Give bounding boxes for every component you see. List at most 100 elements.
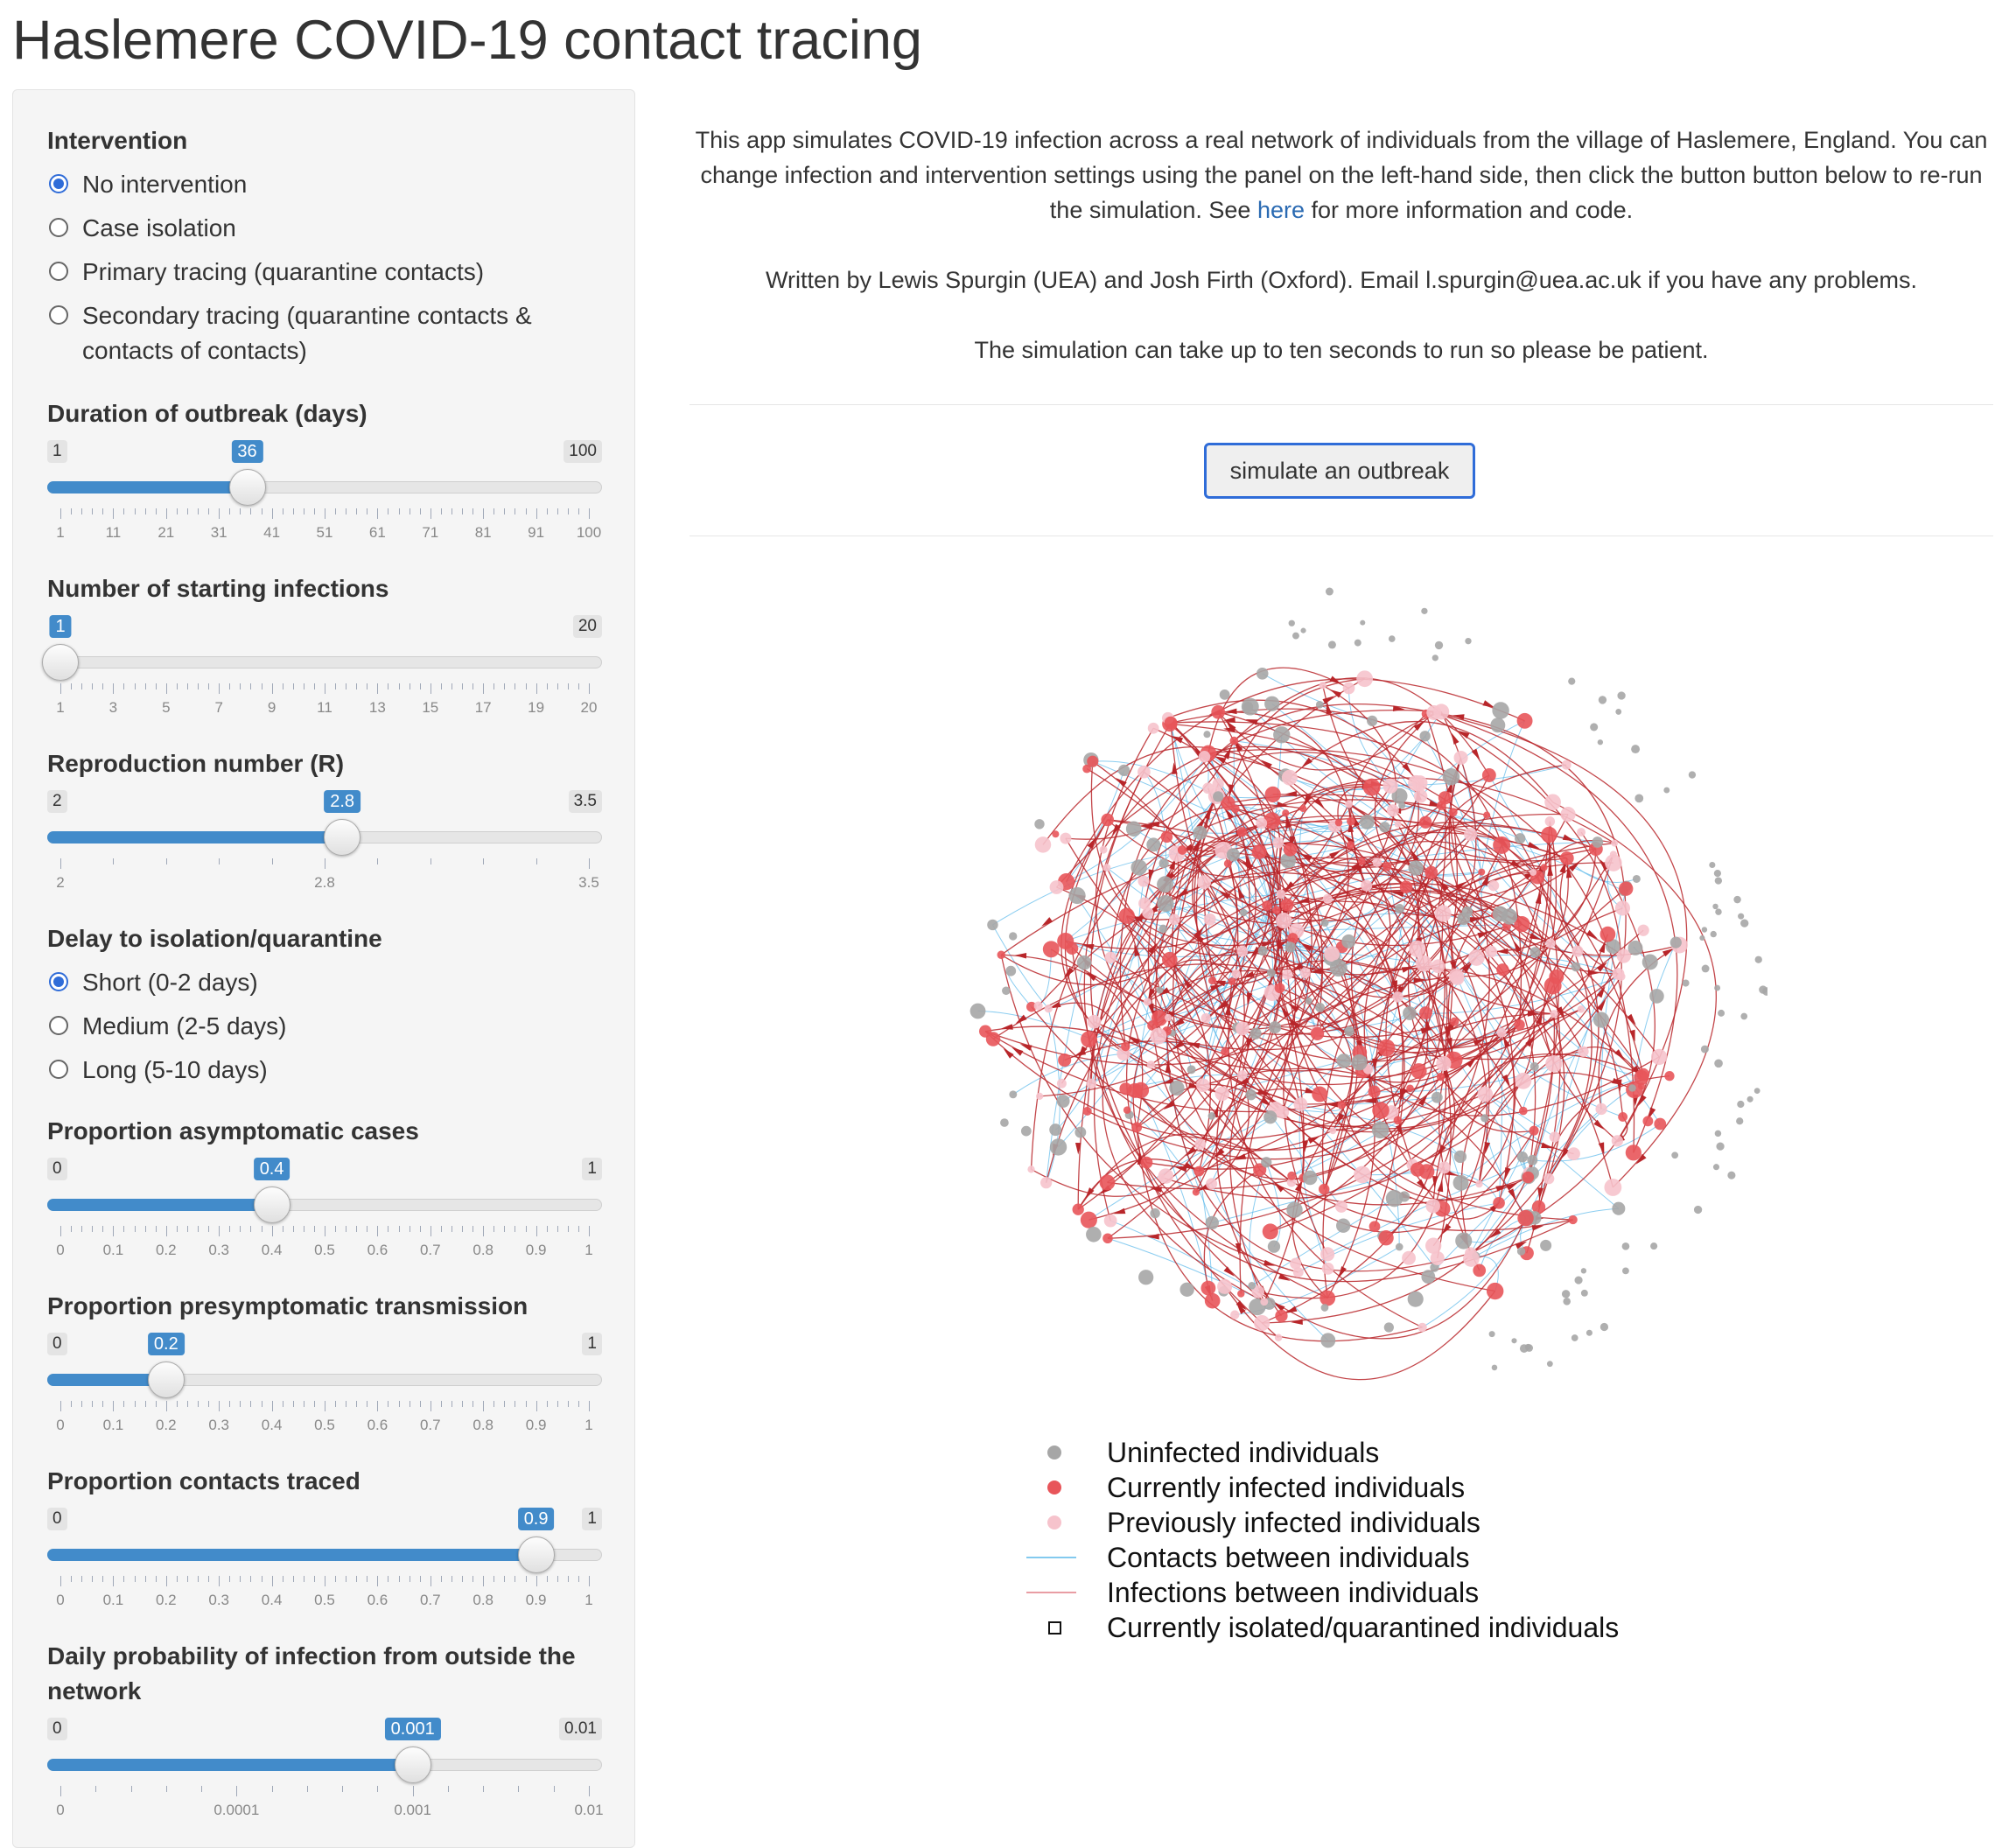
- slider-minor-tick: [102, 508, 104, 514]
- slider-minor-tick: [208, 508, 210, 514]
- slider-tick: [113, 1226, 115, 1236]
- slider-minor-tick: [335, 683, 337, 690]
- slider-tick: [483, 1401, 485, 1411]
- slider-minor-tick: [335, 1226, 337, 1232]
- slider-max-label: 1: [582, 1333, 602, 1355]
- slider-min-label: 0: [47, 1158, 67, 1180]
- slider-minor-tick: [229, 1576, 231, 1582]
- reproduction-slider[interactable]: 2 3.5 2.8 2 2.8 3.5: [47, 790, 602, 891]
- contacts-traced-slider[interactable]: 0 1 0.9 0 0.1 0.2 0.3 0.4 0.5 0.6 0.7 0.8 0.9 1: [47, 1508, 602, 1608]
- slider-minor-tick: [567, 508, 569, 514]
- radio-button-icon[interactable]: [49, 218, 68, 237]
- slider-minor-tick: [356, 508, 358, 514]
- radio-label: Secondary tracing (quarantine contacts &: [82, 302, 532, 329]
- slider-tick-label: 3.5: [578, 874, 599, 891]
- slider-minor-tick: [419, 508, 421, 514]
- slider-handle[interactable]: [253, 1186, 290, 1223]
- legend-label: Contacts between individuals: [1107, 1542, 1470, 1573]
- slider-minor-tick: [525, 1226, 527, 1232]
- red-dot-icon: [1047, 1480, 1061, 1494]
- slider-tick: [589, 1226, 590, 1236]
- slider-minor-tick: [81, 683, 83, 690]
- radio-button-icon[interactable]: [49, 305, 68, 325]
- slider-minor-tick: [155, 1576, 157, 1582]
- slider-tick: [536, 683, 537, 694]
- slider-tick: [219, 683, 220, 694]
- slider-handle[interactable]: [324, 819, 361, 856]
- slider-minor-tick: [483, 1786, 485, 1792]
- slider-minor-tick: [271, 1786, 273, 1792]
- slider-tick: [325, 1226, 326, 1236]
- slider-tick: [536, 1401, 537, 1411]
- radio-label: Primary tracing (quarantine contacts): [82, 258, 485, 285]
- slider-minor-tick: [282, 1576, 284, 1582]
- slider-fill: [47, 1199, 272, 1211]
- slider-handle[interactable]: [42, 644, 79, 681]
- slider-tick: [430, 1226, 431, 1236]
- duration-slider[interactable]: 1 100 36 1 11 21 31 41 51 61 71 81 91 100: [47, 440, 602, 541]
- slider-handle[interactable]: [228, 469, 266, 506]
- radio-delay-long[interactable]: Long (5-10 days): [47, 1053, 616, 1088]
- outside-infection-slider[interactable]: 0 0.01 0.001 0 0.0001 0.001 0.01: [47, 1718, 604, 1818]
- radio-delay-short[interactable]: Short (0-2 days): [47, 965, 616, 1000]
- slider-minor-tick: [155, 1401, 157, 1407]
- slider-tick-label: 9: [267, 699, 276, 716]
- slider-tick: [377, 683, 379, 694]
- slider-tick-label: 0.4: [261, 1242, 283, 1258]
- slider-tick: [271, 508, 273, 519]
- starting-infections-control: Number of starting infections 1201135791…: [42, 571, 616, 716]
- slider-tick-label: 0.5: [314, 1417, 335, 1433]
- slider-minor-tick: [377, 1786, 379, 1792]
- legend-item: Uninfected individuals: [1024, 1435, 1619, 1470]
- slider-handle[interactable]: [517, 1536, 555, 1573]
- slider-minor-tick: [504, 508, 506, 514]
- slider-tick-label: 7: [214, 699, 223, 716]
- slider-minor-tick: [440, 683, 442, 690]
- slider-minor-tick: [504, 1401, 506, 1407]
- slider-minor-tick: [398, 1401, 400, 1407]
- radio-button-icon[interactable]: [49, 972, 68, 991]
- slider-tick-label: 0.4: [261, 1417, 283, 1433]
- asymptomatic-control: Proportion asymptomatic cases 0 1 0.4 0 0.1 0…: [47, 1114, 616, 1258]
- intro-paragraph: This app simulates COVID-19 infection ac…: [695, 127, 1988, 223]
- radio-button-icon[interactable]: [49, 1016, 68, 1035]
- radio-label-continued: contacts of contacts): [82, 337, 307, 364]
- slider-minor-tick: [134, 1401, 136, 1407]
- slider-minor-tick: [186, 683, 188, 690]
- radio-case-isolation[interactable]: Case isolation: [47, 211, 616, 246]
- radio-primary-tracing[interactable]: Primary tracing (quarantine contacts): [47, 255, 616, 290]
- radio-secondary-tracing[interactable]: Secondary tracing (quarantine contacts &…: [47, 298, 616, 368]
- slider-tick: [430, 1401, 431, 1411]
- slider-minor-tick: [419, 1576, 421, 1582]
- slider-minor-tick: [419, 1226, 421, 1232]
- slider-fill: [47, 481, 248, 494]
- slider-handle[interactable]: [394, 1746, 431, 1783]
- starting-infections-slider[interactable]: 120113579111315171920: [42, 615, 602, 716]
- slider-minor-tick: [367, 683, 368, 690]
- slider-minor-tick: [440, 1226, 442, 1232]
- radio-button-icon[interactable]: [49, 262, 68, 281]
- slider-tick: [113, 1576, 115, 1586]
- slider-minor-tick: [123, 1226, 125, 1232]
- more-info-link[interactable]: here: [1256, 197, 1305, 223]
- radio-delay-medium[interactable]: Medium (2-5 days): [47, 1009, 616, 1044]
- radio-no-intervention[interactable]: No intervention: [47, 167, 616, 202]
- presymptomatic-slider[interactable]: 0 1 0.2 0 0.1 0.2 0.3 0.4 0.5 0.6 0.7 0.8 0.9 1: [47, 1333, 602, 1433]
- simulate-outbreak-button[interactable]: simulate an outbreak: [1204, 443, 1475, 499]
- slider-minor-tick: [546, 1226, 548, 1232]
- slider-ticks: [47, 508, 602, 521]
- radio-button-icon[interactable]: [49, 1060, 68, 1079]
- network-nodes: [970, 587, 1768, 1371]
- slider-minor-tick: [335, 508, 337, 514]
- slider-tick-label: 0.9: [525, 1242, 547, 1258]
- slider-handle[interactable]: [147, 1362, 185, 1398]
- slider-minor-tick: [356, 1576, 358, 1582]
- slider-minor-tick: [208, 1401, 210, 1407]
- slider-track[interactable]: [47, 656, 602, 668]
- asymptomatic-slider[interactable]: 0 1 0.4 0 0.1 0.2 0.3 0.4 0.5 0.6 0.7 0.8 0.9 1: [47, 1158, 602, 1258]
- slider-min-label: 0: [47, 1508, 67, 1530]
- radio-button-icon[interactable]: [49, 174, 68, 193]
- slider-minor-tick: [472, 1226, 474, 1232]
- slider-minor-tick: [250, 508, 252, 514]
- red-line-icon: [1026, 1592, 1076, 1593]
